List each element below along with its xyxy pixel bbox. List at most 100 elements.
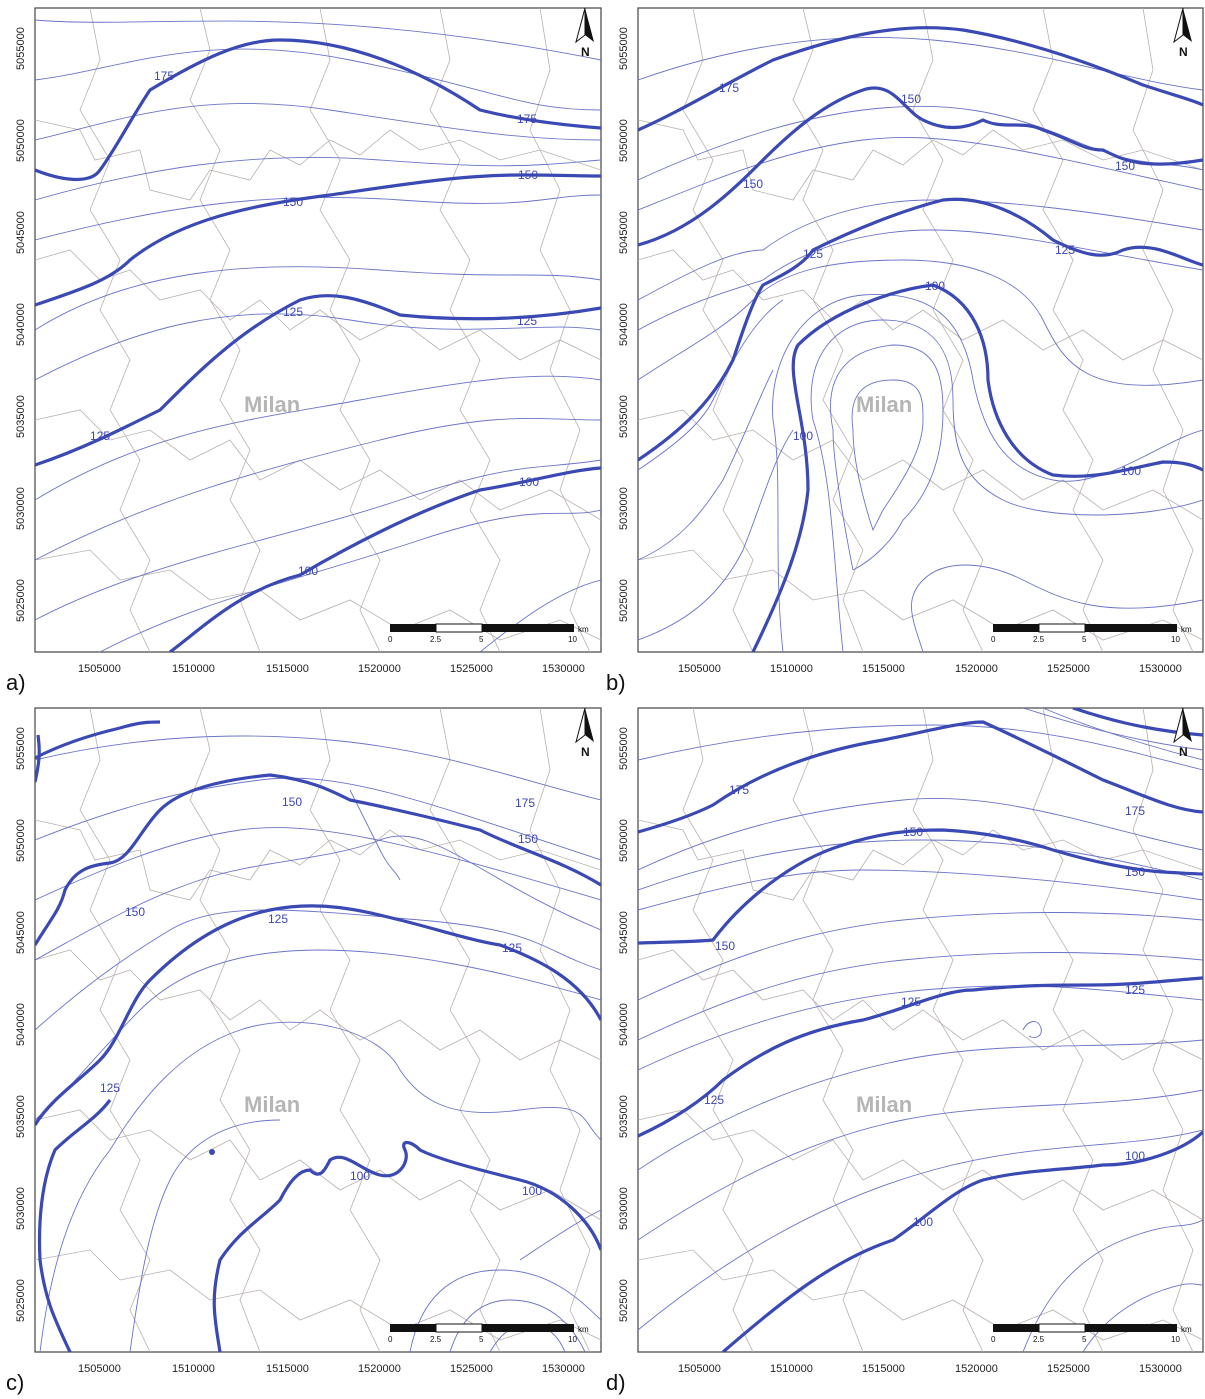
panel-label: d) (606, 1370, 626, 1395)
y-axis: 5025000 5030000 5035000 5040000 5045000 … (618, 727, 630, 1322)
x-tick-label: 1530000 (1139, 663, 1182, 675)
x-tick-label: 1505000 (78, 663, 121, 675)
contour-labels: 175 150 150 150 125 125 100 100 100 (719, 81, 1141, 478)
north-arrow-icon: N (1173, 7, 1192, 59)
local-contour-point (209, 1149, 215, 1155)
y-axis: 5025000 5030000 5035000 5040000 5045000 … (15, 27, 27, 622)
municipal-boundaries (35, 8, 601, 652)
contour-labels: 175 150 150 150 125 125 125 100 100 (100, 795, 542, 1198)
x-tick-label: 1510000 (770, 663, 813, 675)
x-axis: 1505000 1510000 1515000 1520000 1525000 … (678, 1363, 1182, 1375)
y-tick-label: 5045000 (618, 911, 630, 954)
scale-tick-label: 10 (1171, 1335, 1180, 1344)
scale-tick-label: 10 (568, 1335, 577, 1344)
y-tick-label: 5055000 (618, 27, 630, 70)
x-tick-label: 1505000 (678, 1363, 721, 1375)
scale-tick-label: 0 (388, 635, 393, 644)
y-tick-label: 5030000 (15, 487, 27, 530)
scale-tick-label: 0 (388, 1335, 393, 1344)
contour-label: 125 (100, 1081, 120, 1095)
y-tick-label: 5030000 (618, 1187, 630, 1230)
x-axis: 1505000 1510000 1515000 1520000 1525000 … (78, 1363, 585, 1375)
scale-tick-label: 2.5 (430, 635, 442, 644)
contour-label: 100 (519, 475, 539, 489)
y-tick-label: 5030000 (618, 487, 630, 530)
contour-label: 175 (517, 112, 537, 126)
x-tick-label: 1515000 (266, 1363, 309, 1375)
map-frame (34, 707, 602, 1353)
contour-label: 125 (283, 305, 303, 319)
north-arrow-icon: N (575, 7, 594, 59)
scale-bar: 0 2.5 5 10 km (991, 1323, 1192, 1344)
contour-label: 100 (925, 279, 945, 293)
contour-label: 150 (903, 825, 923, 839)
y-tick-label: 5025000 (618, 579, 630, 622)
y-tick-label: 5035000 (618, 1095, 630, 1138)
contour-label: 175 (154, 69, 174, 83)
map-frame (34, 7, 602, 653)
y-tick-label: 5035000 (15, 395, 27, 438)
scale-tick-label: 5 (479, 1335, 484, 1344)
panel-label: b) (606, 670, 626, 695)
contour-label: 175 (515, 796, 535, 810)
contour-label: 150 (518, 832, 538, 846)
x-tick-label: 1520000 (358, 1363, 401, 1375)
y-tick-label: 5045000 (618, 211, 630, 254)
x-tick-label: 1525000 (450, 663, 493, 675)
municipal-boundaries (35, 708, 601, 1352)
x-tick-label: 1505000 (78, 1363, 121, 1375)
x-tick-label: 1510000 (770, 1363, 813, 1375)
y-tick-label: 5050000 (618, 119, 630, 162)
contour-label: 100 (522, 1184, 542, 1198)
y-tick-label: 5025000 (15, 579, 27, 622)
y-axis: 5025000 5030000 5035000 5040000 5045000 … (618, 27, 630, 622)
contour-label: 175 (719, 81, 739, 95)
scale-bar: 0 2.5 5 10 km (388, 623, 589, 644)
y-tick-label: 5045000 (15, 211, 27, 254)
scale-tick-label: 2.5 (1033, 635, 1045, 644)
panel-c: 175 150 150 150 125 125 125 100 100 Mila… (0, 700, 603, 1399)
contour-label: 125 (803, 247, 823, 261)
contour-label: 150 (282, 795, 302, 809)
scale-unit: km (1181, 625, 1192, 634)
scale-unit: km (1181, 1325, 1192, 1334)
y-tick-label: 5025000 (15, 1279, 27, 1322)
y-tick-label: 5040000 (15, 1003, 27, 1046)
panel-label: a) (6, 670, 26, 695)
contour-label: 125 (268, 912, 288, 926)
panel-b: 175 150 150 150 125 125 100 100 100 Mila… (603, 0, 1205, 700)
x-tick-label: 1530000 (542, 663, 585, 675)
contour-label: 125 (90, 429, 110, 443)
panel-d: 175 175 150 150 150 125 125 125 100 100 … (603, 700, 1205, 1399)
map-frame (637, 7, 1204, 653)
x-tick-label: 1515000 (862, 1363, 905, 1375)
x-tick-label: 1525000 (1047, 1363, 1090, 1375)
contour-label: 100 (298, 564, 318, 578)
x-tick-label: 1520000 (358, 663, 401, 675)
city-label-milan: Milan (856, 1092, 912, 1117)
minor-contours (35, 735, 601, 1352)
y-tick-label: 5055000 (15, 727, 27, 770)
y-tick-label: 5050000 (15, 119, 27, 162)
x-tick-label: 1530000 (1139, 1363, 1182, 1375)
scale-tick-label: 0 (991, 1335, 996, 1344)
contour-label: 125 (502, 941, 522, 955)
scale-tick-label: 2.5 (430, 1335, 442, 1344)
contour-label: 125 (517, 314, 537, 328)
x-tick-label: 1510000 (172, 663, 215, 675)
north-arrow-icon: N (1173, 707, 1192, 759)
city-label-milan: Milan (244, 1092, 300, 1117)
north-label: N (1179, 745, 1188, 759)
map-a: 175 175 150 150 125 125 125 100 100 Mila… (15, 7, 602, 675)
y-tick-label: 5040000 (618, 303, 630, 346)
municipal-boundaries (638, 708, 1203, 1352)
x-tick-label: 1520000 (955, 1363, 998, 1375)
y-tick-label: 5055000 (618, 727, 630, 770)
contour-label: 175 (1125, 804, 1145, 818)
major-contours (35, 38, 601, 652)
north-label: N (581, 745, 590, 759)
y-tick-label: 5050000 (618, 819, 630, 862)
x-tick-label: 1525000 (450, 1363, 493, 1375)
scale-tick-label: 5 (1082, 1335, 1087, 1344)
contour-label: 150 (1115, 159, 1135, 173)
